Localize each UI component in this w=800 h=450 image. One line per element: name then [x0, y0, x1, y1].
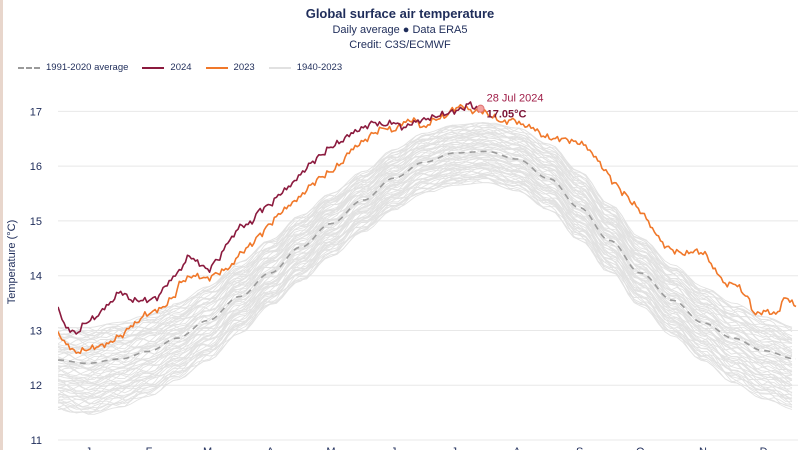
historical-year-line: [58, 151, 793, 377]
historical-year-line: [58, 138, 793, 355]
historical-year-line: [58, 166, 793, 399]
left-edge-strip: [0, 0, 3, 450]
legend-label-2023: 2023: [233, 62, 255, 73]
historical-year-line: [58, 129, 793, 350]
historical-year-line: [58, 164, 793, 395]
x-tick-label: O: [636, 446, 645, 450]
historical-year-line: [58, 182, 793, 414]
historical-year-line: [58, 170, 793, 408]
historical-year-line: [58, 161, 793, 395]
series-2024-line: [58, 101, 481, 335]
historical-year-line: [58, 157, 793, 391]
x-tick-label: F: [146, 446, 153, 450]
historical-year-line: [58, 157, 793, 384]
annotation-value: 17.05°C: [487, 109, 527, 121]
legend-item-2023[interactable]: 2023: [205, 62, 255, 73]
series-2023-line: [58, 103, 797, 355]
legend: 1991-2020 average 2024 2023 1940-2023: [18, 62, 356, 73]
historical-year-line: [58, 137, 793, 361]
y-tick-label: 14: [30, 271, 42, 283]
y-tick-label: 17: [30, 106, 42, 118]
historical-year-line: [58, 140, 793, 366]
annotation-date: 28 Jul 2024: [487, 93, 544, 105]
y-tick-label: 11: [31, 435, 42, 447]
x-tick-label: D: [760, 446, 768, 450]
x-tick-label: J: [391, 446, 397, 450]
legend-swatch-historical: [268, 66, 291, 69]
legend-item-2024[interactable]: 2024: [142, 62, 192, 73]
chart-subtitle: Daily average ● Data ERA5: [332, 24, 468, 36]
historical-year-line: [58, 135, 793, 351]
legend-label-average: 1991-2020 average: [46, 62, 129, 73]
historical-year-line: [58, 169, 793, 400]
y-tick-label: 13: [30, 325, 42, 337]
historical-year-line: [58, 130, 793, 352]
historical-year-line: [58, 146, 793, 369]
legend-label-2024: 2024: [170, 62, 192, 73]
legend-swatch-2024: [142, 66, 165, 69]
x-tick-label: J: [452, 446, 458, 450]
legend-label-historical: 1940-2023: [296, 62, 343, 73]
historical-year-line: [58, 128, 793, 344]
historical-year-line: [58, 163, 793, 384]
y-tick-label: 15: [30, 216, 42, 228]
historical-year-line: [58, 122, 793, 333]
x-tick-label: A: [267, 446, 275, 450]
legend-item-average[interactable]: 1991-2020 average: [18, 62, 128, 73]
historical-year-line: [58, 131, 793, 347]
legend-swatch-2023: [205, 66, 228, 69]
x-tick-label: M: [203, 446, 212, 450]
historical-year-line: [58, 154, 793, 381]
chart-credit: Credit: C3S/ECMWF: [349, 39, 451, 51]
historical-year-line: [58, 129, 793, 340]
x-tick-label: M: [326, 446, 335, 450]
chart-title: Global surface air temperature: [305, 6, 495, 21]
x-tick-label: J: [86, 446, 92, 450]
historical-year-line: [58, 133, 793, 347]
avg-line: [58, 150, 796, 365]
historical-year-line: [58, 123, 793, 333]
historical-year-line: [58, 135, 793, 361]
x-tick-label: S: [576, 446, 583, 450]
historical-year-line: [58, 145, 793, 365]
historical-year-line: [58, 150, 793, 380]
historical-year-line: [58, 154, 793, 384]
annotation-marker: [476, 104, 485, 113]
legend-swatch-average: [18, 66, 40, 69]
legend-item-historical[interactable]: 1940-2023: [268, 62, 343, 73]
historical-year-line: [58, 165, 793, 392]
y-tick-label: 12: [30, 380, 42, 392]
y-tick-label: 16: [30, 161, 42, 173]
x-tick-label: A: [513, 446, 521, 450]
x-tick-label: N: [699, 446, 707, 450]
